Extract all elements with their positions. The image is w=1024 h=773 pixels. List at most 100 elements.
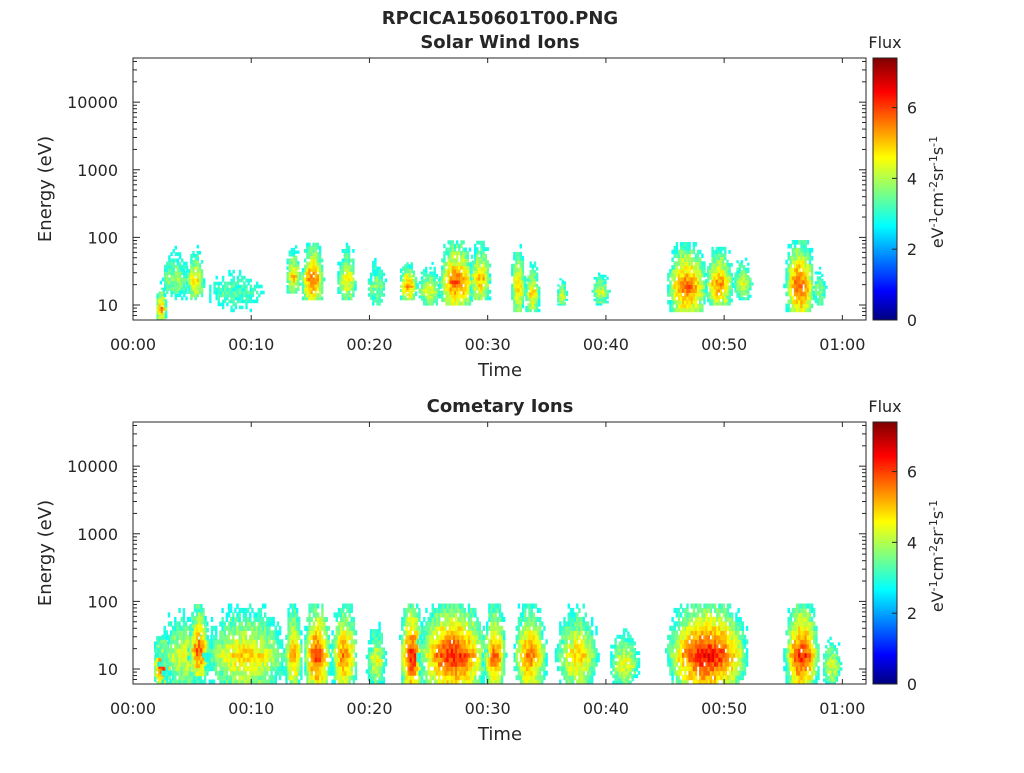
heatmap-cell <box>298 621 300 626</box>
heatmap-cell <box>232 617 234 622</box>
heatmap-cell <box>270 644 272 649</box>
heatmap-cell <box>722 273 724 277</box>
heatmap-cell <box>355 662 357 667</box>
heatmap-cell <box>294 608 296 613</box>
heatmap-cell <box>234 639 236 644</box>
heatmap-cell <box>452 251 454 255</box>
heatmap-cell <box>236 653 238 658</box>
heatmap-cell <box>217 644 219 649</box>
heatmap-cell <box>198 628 200 633</box>
heatmap-cell <box>522 276 524 281</box>
heatmap-cell <box>256 617 258 622</box>
heatmap-cell <box>449 635 451 640</box>
heatmap-cell <box>256 626 258 631</box>
heatmap-cell <box>164 293 166 297</box>
heatmap-cell <box>515 292 517 297</box>
heatmap-cell <box>460 294 462 298</box>
heatmap-cell <box>809 288 811 293</box>
heatmap-cell <box>196 620 198 625</box>
heatmap-cell <box>476 626 478 631</box>
heatmap-cell <box>374 636 376 640</box>
heatmap-cell <box>796 308 798 313</box>
heatmap-cell <box>292 657 294 662</box>
heatmap-cell <box>671 285 673 290</box>
heatmap-cell <box>243 617 245 622</box>
heatmap-cell <box>410 635 412 640</box>
heatmap-cell <box>313 639 315 644</box>
heatmap-cell <box>177 259 179 263</box>
heatmap-cell <box>239 662 241 667</box>
heatmap-cell <box>459 675 461 680</box>
heatmap-cell <box>243 657 245 662</box>
heatmap-cell <box>268 639 270 644</box>
heatmap-cell <box>237 276 239 280</box>
heatmap-cell <box>260 648 262 653</box>
heatmap-cell <box>170 657 172 662</box>
heatmap-cell <box>292 630 294 635</box>
heatmap-cell <box>178 675 180 680</box>
heatmap-cell <box>724 273 726 277</box>
heatmap-cell <box>295 251 297 254</box>
heatmap-cell <box>251 662 253 667</box>
heatmap-cell <box>202 616 204 621</box>
heatmap-cell <box>476 293 478 297</box>
heatmap-cell <box>313 243 315 247</box>
heatmap-cell <box>513 272 515 277</box>
heatmap-cell <box>346 675 348 680</box>
heatmap-cell <box>606 301 608 304</box>
heatmap-cell <box>245 630 247 635</box>
heatmap-cell <box>403 662 405 667</box>
heatmap-cell <box>423 626 425 631</box>
heatmap-cell <box>249 639 251 644</box>
heatmap-cell <box>453 608 455 613</box>
heatmap-cell <box>443 276 445 280</box>
heatmap-cell <box>321 635 323 640</box>
heatmap-cell <box>805 304 807 309</box>
heatmap-cell <box>479 648 481 653</box>
heatmap-cell <box>249 671 251 676</box>
heatmap-cell <box>260 291 262 295</box>
heatmap-cell <box>258 666 260 671</box>
heatmap-cell <box>192 616 194 621</box>
heatmap-cell <box>247 648 249 653</box>
heatmap-cell <box>262 662 264 667</box>
heatmap-cell <box>215 666 217 671</box>
heatmap-cell <box>228 270 230 274</box>
heatmap-cell <box>340 621 342 626</box>
heatmap-cell <box>213 662 215 667</box>
heatmap-cell <box>298 662 300 667</box>
heatmap-cell <box>682 308 684 313</box>
heatmap-cell <box>287 639 289 644</box>
heatmap-cell <box>372 270 374 274</box>
heatmap-cell <box>429 286 431 289</box>
heatmap-cell <box>695 308 697 313</box>
heatmap-cell <box>434 666 436 671</box>
heatmap-cell <box>319 666 321 671</box>
heatmap-cell <box>270 666 272 671</box>
heatmap-cell <box>243 282 245 286</box>
heatmap-cell <box>313 626 315 631</box>
heatmap-cell <box>183 621 185 626</box>
heatmap-cell <box>794 248 796 253</box>
heatmap-cell <box>334 635 336 640</box>
heatmap-cell <box>693 308 695 313</box>
heatmap-cell <box>459 671 461 676</box>
heatmap-cell <box>196 632 198 637</box>
heatmap-cell <box>707 266 709 270</box>
heatmap-cell <box>413 279 415 282</box>
heatmap-cell <box>790 276 792 281</box>
heatmap-cell <box>264 612 266 617</box>
heatmap-cell <box>156 293 158 296</box>
heatmap-cell <box>376 629 378 633</box>
heatmap-cell <box>469 248 471 252</box>
heatmap-cell <box>807 284 809 289</box>
heatmap-cell <box>381 633 383 637</box>
heatmap-cell <box>281 666 283 671</box>
heatmap-cell <box>176 626 178 631</box>
heatmap-cell <box>348 621 350 626</box>
heatmap-cell <box>680 285 682 290</box>
flux-cluster <box>525 262 540 313</box>
heatmap-cell <box>686 277 688 282</box>
heatmap-cell <box>342 657 344 662</box>
heatmap-cell <box>470 630 472 635</box>
